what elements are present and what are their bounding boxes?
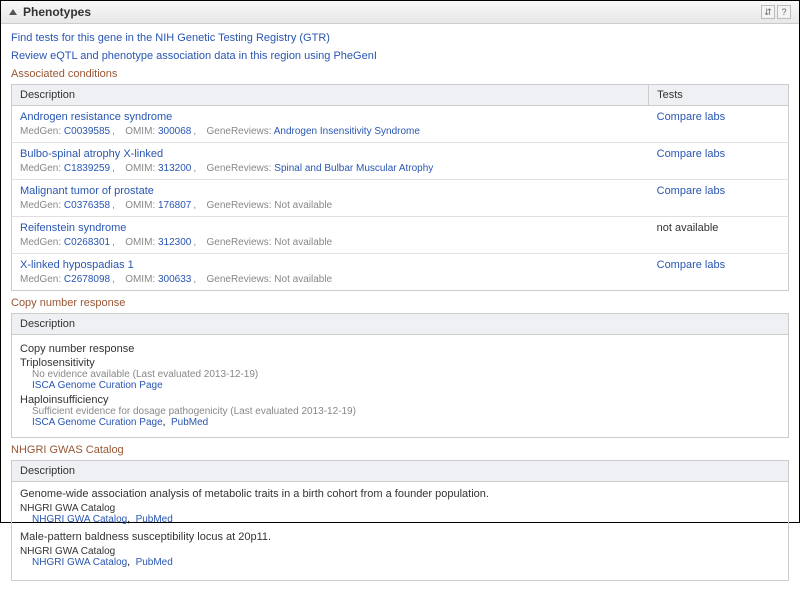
table-row: Bulbo-spinal atrophy X-linked MedGen: C18…: [12, 143, 789, 180]
compare-labs-link[interactable]: Compare labs: [657, 148, 725, 160]
condition-cell: Bulbo-spinal atrophy X-linked MedGen: C18…: [12, 143, 649, 180]
condition-cell: Malignant tumor of prostate MedGen: C0376…: [12, 180, 649, 217]
gwas-entry-title: Male-pattern baldness susceptibility loc…: [20, 531, 780, 543]
help-icon[interactable]: ?: [777, 5, 791, 19]
triplo-detail: No evidence available (Last evaluated 20…: [32, 369, 780, 380]
omim-link[interactable]: 300068: [158, 126, 191, 137]
condition-name-link[interactable]: Bulbo-spinal atrophy X-linked: [20, 148, 641, 160]
collapse-icon[interactable]: [9, 9, 17, 15]
condition-meta: MedGen: C0039585, OMIM: 300068, GeneRevi…: [20, 126, 641, 137]
panel-header: Phenotypes ⇵ ?: [1, 1, 799, 24]
medgen-link[interactable]: C1839259: [64, 163, 110, 174]
conditions-table: Description Tests Androgen resistance sy…: [11, 84, 789, 291]
haplo-label: Haploinsufficiency: [20, 394, 780, 406]
gwas-pubmed-link[interactable]: PubMed: [136, 557, 173, 568]
omim-link[interactable]: 176807: [158, 200, 191, 211]
gwas-catalog-link[interactable]: NHGRI GWA Catalog: [32, 557, 127, 568]
gwas-box: Description Genome-wide association anal…: [11, 460, 789, 581]
omim-link[interactable]: 313200: [158, 163, 191, 174]
tests-cell: not available: [649, 217, 789, 254]
gwas-pubmed-link[interactable]: PubMed: [136, 514, 173, 525]
cnr-title: Copy number response: [20, 343, 780, 355]
table-row: Malignant tumor of prostate MedGen: C0376…: [12, 180, 789, 217]
cnr-box: Description Copy number response Triplos…: [11, 313, 789, 438]
condition-name-link[interactable]: X-linked hypospadias 1: [20, 259, 641, 271]
panel-title: Phenotypes: [23, 5, 91, 19]
compare-labs-link[interactable]: Compare labs: [657, 185, 725, 197]
gwas-entry: Male-pattern baldness susceptibility loc…: [20, 531, 780, 568]
compare-labs-link[interactable]: Compare labs: [657, 259, 725, 271]
gwas-catalog-link[interactable]: NHGRI GWA Catalog: [32, 514, 127, 525]
gwas-links: NHGRI GWA Catalog, PubMed: [32, 514, 780, 525]
table-row: Androgen resistance syndrome MedGen: C003…: [12, 106, 789, 143]
panel-content: Find tests for this gene in the NIH Gene…: [1, 24, 799, 589]
gwas-catalog-label: NHGRI GWA Catalog: [20, 546, 780, 557]
condition-name-link[interactable]: Androgen resistance syndrome: [20, 111, 641, 123]
gtr-link[interactable]: Find tests for this gene in the NIH Gene…: [11, 32, 330, 44]
compare-labs-link[interactable]: Compare labs: [657, 111, 725, 123]
omim-link[interactable]: 300633: [158, 274, 191, 285]
condition-meta: MedGen: C0376358, OMIM: 176807, GeneRevi…: [20, 200, 641, 211]
genereviews-link[interactable]: Androgen Insensitivity Syndrome: [274, 126, 420, 137]
medgen-link[interactable]: C0268301: [64, 237, 110, 248]
medgen-link[interactable]: C0039585: [64, 126, 110, 137]
haplo-detail: Sufficient evidence for dosage pathogeni…: [32, 406, 780, 417]
genereviews-link[interactable]: Spinal and Bulbar Muscular Atrophy: [274, 163, 433, 174]
table-row: X-linked hypospadias 1 MedGen: C2678098, …: [12, 254, 789, 291]
condition-cell: Reifenstein syndrome MedGen: C0268301, OM…: [12, 217, 649, 254]
condition-meta: MedGen: C0268301, OMIM: 312300, GeneRevi…: [20, 237, 641, 248]
section-copy-number-response: Copy number response: [11, 297, 789, 309]
col-tests: Tests: [649, 85, 789, 106]
condition-meta: MedGen: C2678098, OMIM: 300633, GeneRevi…: [20, 274, 641, 285]
gwas-catalog-label: NHGRI GWA Catalog: [20, 503, 780, 514]
tests-cell: Compare labs: [649, 180, 789, 217]
tests-not-available: not available: [657, 222, 719, 234]
medgen-link[interactable]: C2678098: [64, 274, 110, 285]
tests-cell: Compare labs: [649, 254, 789, 291]
gwas-desc-header: Description: [12, 461, 788, 482]
omim-link[interactable]: 312300: [158, 237, 191, 248]
condition-name-link[interactable]: Malignant tumor of prostate: [20, 185, 641, 197]
condition-cell: Androgen resistance syndrome MedGen: C003…: [12, 106, 649, 143]
section-gwas: NHGRI GWAS Catalog: [11, 444, 789, 456]
table-row: Reifenstein syndrome MedGen: C0268301, OM…: [12, 217, 789, 254]
triplo-label: Triplosensitivity: [20, 357, 780, 369]
cnr-desc-header: Description: [12, 314, 788, 335]
gwas-entry-title: Genome-wide association analysis of meta…: [20, 488, 780, 500]
gwas-entry: Genome-wide association analysis of meta…: [20, 488, 780, 525]
medgen-link[interactable]: C0376358: [64, 200, 110, 211]
tests-cell: Compare labs: [649, 106, 789, 143]
condition-meta: MedGen: C1839259, OMIM: 313200, GeneRevi…: [20, 163, 641, 174]
updown-icon[interactable]: ⇵: [761, 5, 775, 19]
condition-name-link[interactable]: Reifenstein syndrome: [20, 222, 641, 234]
haplo-pubmed-link[interactable]: PubMed: [171, 417, 208, 428]
section-associated-conditions: Associated conditions: [11, 68, 789, 80]
haplo-isca-link[interactable]: ISCA Genome Curation Page: [32, 417, 163, 428]
header-icon-group: ⇵ ?: [761, 5, 791, 19]
tests-cell: Compare labs: [649, 143, 789, 180]
col-description: Description: [12, 85, 649, 106]
triplo-isca-link[interactable]: ISCA Genome Curation Page: [32, 380, 163, 391]
phegeni-link[interactable]: Review eQTL and phenotype association da…: [11, 50, 377, 62]
condition-cell: X-linked hypospadias 1 MedGen: C2678098, …: [12, 254, 649, 291]
gwas-links: NHGRI GWA Catalog, PubMed: [32, 557, 780, 568]
